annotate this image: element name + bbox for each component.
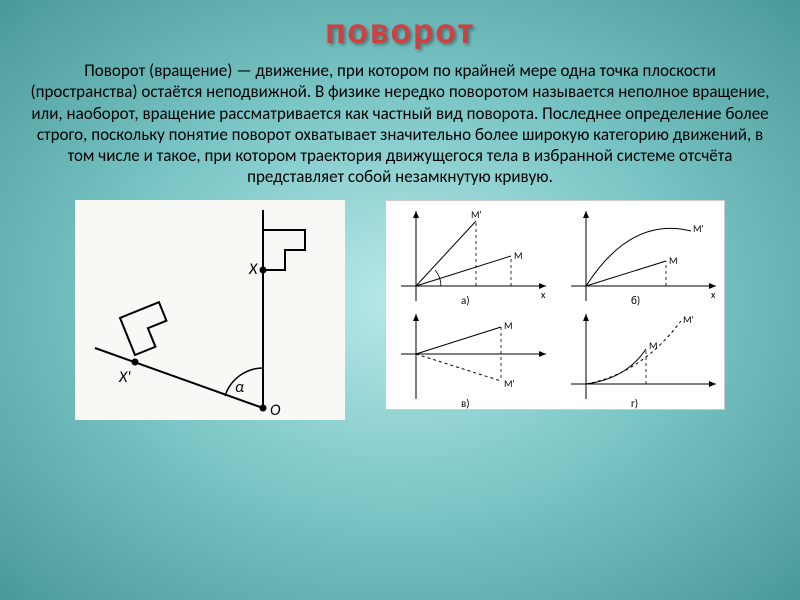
label-x: X [248, 260, 258, 279]
shape-rotated [120, 302, 174, 355]
diagrams-row: X X' O α [75, 200, 725, 420]
slide-body-text: Поворот (вращение) — движение, при котор… [30, 60, 770, 188]
plot-d-label-m: M [649, 339, 658, 352]
rotation-svg: X X' O α [75, 200, 345, 420]
panel-c: M M' в) [401, 314, 546, 410]
point-x [260, 266, 267, 273]
plot-b-caption: б) [631, 294, 640, 307]
plot-c-label-mp: M' [504, 377, 515, 390]
rotation-diagram: X X' O α [75, 200, 345, 420]
transformation-plots: M M' x а) M M' [385, 200, 725, 410]
point-o [260, 404, 267, 411]
plot-a-label-mp: M' [471, 208, 482, 221]
label-xprime: X' [118, 368, 131, 387]
panel-d: M M' г) [571, 313, 716, 410]
plot-b-label-x: x [711, 288, 716, 301]
plot-d-label-mp: M' [683, 313, 694, 326]
plot-d-caption: г) [631, 397, 638, 410]
plot-a-caption: а) [461, 294, 470, 307]
plot-c-caption: в) [461, 397, 470, 410]
plot-c-label-m: M [504, 319, 513, 332]
slide-title: поворот [325, 8, 475, 54]
label-alpha: α [235, 378, 244, 397]
plot-a-label-m: M [514, 249, 523, 262]
plots-svg: M M' x а) M M' [386, 201, 726, 411]
shape-original [263, 230, 305, 270]
point-xprime [132, 358, 139, 365]
slide: поворот Поворот (вращение) — движение, п… [0, 0, 800, 600]
plot-b-label-m: M [669, 254, 678, 267]
shape-rotated-group [120, 302, 174, 355]
panel-a: M M' x а) [401, 208, 546, 307]
panel-b: M M' x б) [571, 211, 716, 307]
plot-a-label-x: x [541, 288, 546, 301]
label-o: O [270, 401, 281, 420]
plot-b-label-mp: M' [693, 222, 704, 235]
